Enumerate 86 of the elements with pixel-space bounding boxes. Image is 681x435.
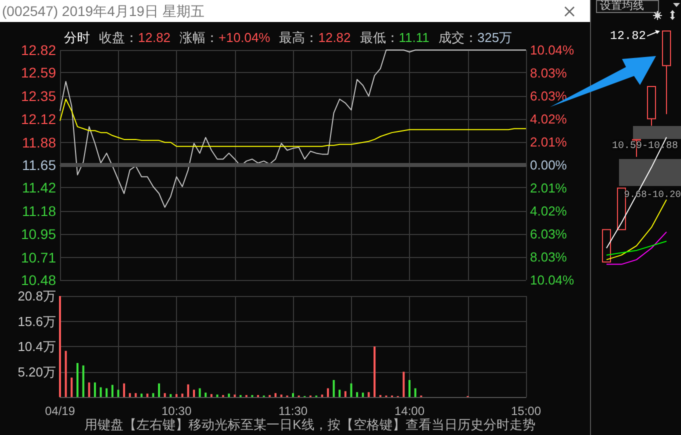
bar — [198, 388, 201, 397]
bar — [82, 365, 84, 397]
bar — [204, 392, 207, 397]
y-tick-label: 11.42 — [22, 180, 56, 196]
bar — [140, 394, 143, 397]
bar — [344, 391, 346, 397]
bar — [146, 394, 148, 397]
bar — [228, 394, 230, 397]
x-tick-label: 15:00 — [510, 404, 542, 418]
y-tick-label: 10.71 — [20, 249, 56, 266]
bar — [210, 394, 212, 397]
candlestick — [647, 86, 656, 126]
bar — [117, 390, 120, 397]
bar — [408, 380, 410, 397]
bar — [64, 350, 67, 397]
bar — [402, 372, 405, 397]
y-tick-label: 11.88 — [22, 134, 56, 150]
y-tick-label: 20.8万 — [18, 288, 56, 304]
bar — [70, 378, 73, 397]
bar — [192, 390, 195, 397]
text: 成交：325万 — [438, 30, 512, 45]
candlestick — [662, 30, 671, 115]
bar — [350, 383, 352, 397]
bar — [374, 346, 376, 397]
y-tick-label: 11.65 — [22, 157, 56, 173]
y2-tick-label: 2.01% — [530, 180, 568, 196]
bar — [88, 382, 90, 397]
text: 设置均线 — [596, 0, 659, 13]
bar — [181, 394, 184, 397]
y-tick-label: 12.82 — [20, 42, 56, 58]
x-tick-label: 11:30 — [278, 404, 308, 418]
text: 最高：12.82 — [279, 30, 351, 45]
text: 收盘：12.82 — [99, 30, 171, 45]
y-tick-label: 10.95 — [20, 226, 56, 242]
bar — [106, 388, 108, 397]
y2-tick-label: 10.04% — [530, 42, 575, 58]
bar — [128, 393, 131, 397]
y-tick-label: 11.18 — [22, 203, 56, 220]
candlestick — [602, 229, 611, 262]
bar — [100, 387, 102, 397]
text: 用键盘【左右键】移动光标至某一日K线，按【空格键】查看当日历史分时走势 — [84, 417, 536, 432]
bar — [134, 393, 137, 397]
bar — [111, 384, 114, 397]
text: 最低：11.11 — [360, 30, 430, 45]
bar — [94, 382, 96, 397]
y2-tick-label: 2.01% — [530, 134, 568, 150]
bar — [176, 394, 178, 397]
y-tick-label: 12.12 — [20, 110, 56, 127]
x-tick-label: 14:00 — [394, 404, 425, 418]
annotation: 12.82 — [610, 29, 646, 43]
bar — [76, 363, 78, 397]
line-series — [60, 98, 526, 147]
bar — [414, 388, 416, 397]
y2-tick-label: 0.00% — [530, 158, 568, 172]
y2-tick-label: 8.03% — [530, 66, 568, 81]
bar — [292, 393, 294, 397]
bar — [326, 388, 329, 397]
bar — [274, 393, 277, 397]
x-tick-label: 10:30 — [161, 404, 192, 418]
bar — [152, 393, 154, 397]
y-tick-label: 12.35 — [20, 88, 56, 104]
y-tick-label: 5.20万 — [18, 364, 56, 380]
y-tick-label: 10.4万 — [18, 339, 56, 354]
chart-title: (002547) 2019年4月19日 星期五 — [0, 0, 590, 22]
bar — [368, 392, 370, 397]
text: 涨幅：+10.04% — [180, 30, 270, 45]
bar — [158, 383, 160, 397]
bar — [164, 393, 166, 397]
bar — [356, 392, 358, 397]
x-tick-label: 04/19 — [44, 404, 76, 418]
y-tick-label: 12.59 — [20, 64, 56, 81]
y2-tick-label: 4.02% — [530, 111, 568, 126]
y2-tick-label: 6.03% — [530, 88, 568, 104]
y-tick-label: 10.48 — [20, 272, 56, 288]
bar — [332, 380, 335, 397]
bar — [362, 392, 364, 397]
bar — [338, 390, 341, 397]
bar — [170, 394, 172, 397]
text: 分时 — [64, 29, 90, 47]
y-tick-label: 15.6万 — [18, 314, 56, 329]
bar — [123, 383, 126, 397]
bar — [187, 384, 190, 397]
y2-tick-label: 10.04% — [530, 272, 575, 288]
y2-tick-label: 6.03% — [530, 226, 568, 242]
y2-tick-label: 4.02% — [530, 204, 568, 219]
y2-tick-label: 8.03% — [530, 249, 568, 264]
